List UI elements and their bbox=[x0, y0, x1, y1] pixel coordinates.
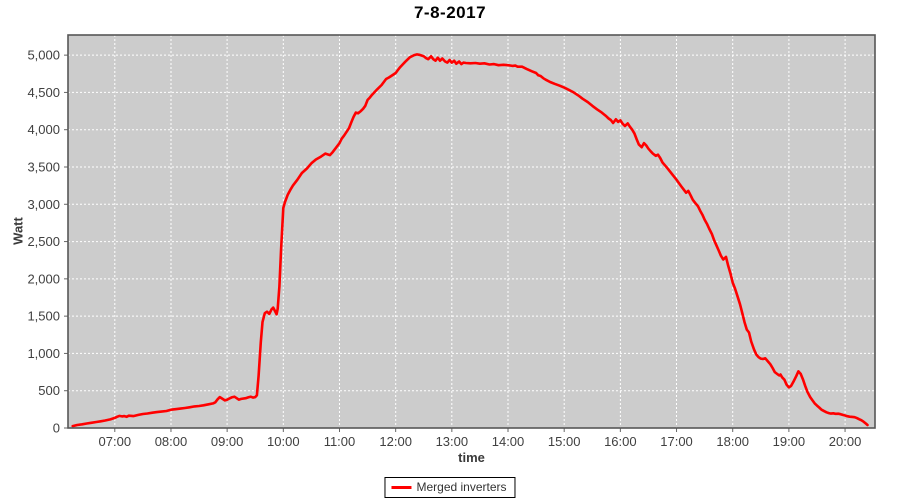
y-tick-label: 4,000 bbox=[27, 122, 60, 137]
x-tick-label: 14:00 bbox=[492, 434, 525, 449]
y-tick-label: 0 bbox=[53, 421, 60, 436]
chart-title: 7-8-2017 bbox=[413, 3, 487, 22]
y-tick-label: 1,500 bbox=[27, 309, 60, 324]
x-axis-title: time bbox=[458, 450, 485, 465]
x-tick-label: 13:00 bbox=[436, 434, 469, 449]
x-tick-label: 09:00 bbox=[211, 434, 244, 449]
x-tick-label: 07:00 bbox=[99, 434, 132, 449]
y-tick-label: 3,500 bbox=[27, 159, 60, 174]
x-tick-label: 08:00 bbox=[155, 434, 188, 449]
y-tick-label: 5,000 bbox=[27, 48, 60, 63]
x-tick-label: 19:00 bbox=[773, 434, 806, 449]
x-tick-label: 16:00 bbox=[604, 434, 637, 449]
y-tick-label: 2,000 bbox=[27, 271, 60, 286]
y-tick-label: 2,500 bbox=[27, 234, 60, 249]
x-tick-label: 11:00 bbox=[324, 434, 356, 449]
y-tick-label: 3,000 bbox=[27, 197, 60, 212]
x-tick-label: 15:00 bbox=[548, 434, 581, 449]
series-line bbox=[71, 53, 869, 428]
x-tick-label: 10:00 bbox=[267, 434, 300, 449]
x-tick-label: 18:00 bbox=[716, 434, 749, 449]
x-tick-label: 20:00 bbox=[829, 434, 862, 449]
x-tick-label: 17:00 bbox=[660, 434, 693, 449]
series-line-swatch bbox=[391, 486, 412, 489]
legend: Merged inverters bbox=[384, 477, 516, 498]
legend-label: Merged inverters bbox=[416, 480, 507, 494]
y-tick-label: 500 bbox=[38, 383, 60, 398]
y-tick-label: 4,500 bbox=[27, 85, 60, 100]
y-tick-label: 1,000 bbox=[27, 346, 60, 361]
x-tick-label: 12:00 bbox=[379, 434, 412, 449]
